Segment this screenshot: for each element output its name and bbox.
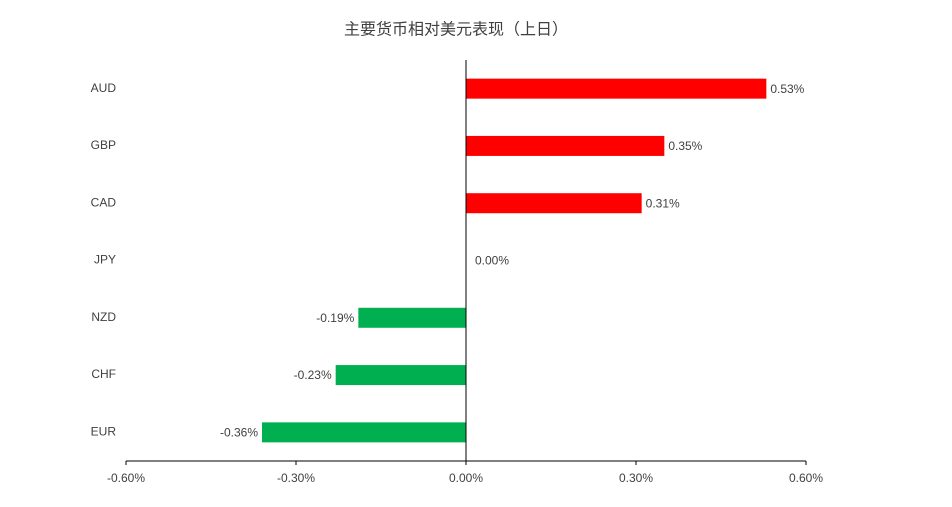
x-tick-label: -0.30% — [277, 471, 315, 485]
y-tick-label: EUR — [91, 425, 117, 439]
chart-title: 主要货币相对美元表现（上日） — [344, 20, 568, 39]
data-label: -0.19% — [316, 311, 354, 325]
y-tick-label: GBP — [91, 138, 116, 152]
y-tick-label: JPY — [94, 253, 116, 267]
bar — [262, 422, 466, 443]
data-label: -0.23% — [294, 368, 332, 382]
x-tick-label: 0.60% — [789, 471, 823, 485]
x-tick-label: 0.00% — [449, 471, 483, 485]
bar — [466, 135, 665, 156]
data-label: 0.35% — [668, 139, 702, 153]
data-label: 0.31% — [646, 196, 680, 210]
y-tick-label: CHF — [91, 367, 116, 381]
bar — [335, 365, 466, 386]
y-tick-label: AUD — [91, 81, 117, 95]
y-tick-label: CAD — [91, 195, 117, 209]
bar — [466, 193, 642, 214]
data-label: 0.53% — [770, 82, 804, 96]
x-tick-label: 0.30% — [619, 471, 653, 485]
y-tick-label: NZD — [91, 310, 116, 324]
x-tick-label: -0.60% — [107, 471, 145, 485]
bar — [466, 78, 767, 99]
bar — [358, 307, 466, 328]
data-label: -0.36% — [220, 426, 258, 440]
data-label: 0.00% — [475, 254, 509, 268]
